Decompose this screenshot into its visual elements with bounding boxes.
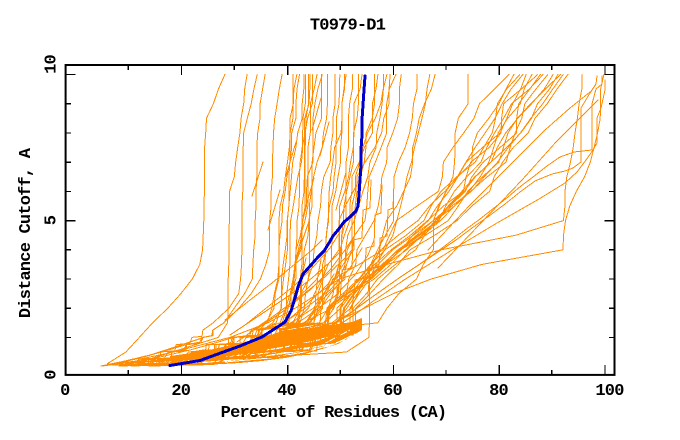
svg-text:20: 20 <box>171 382 190 401</box>
svg-text:0: 0 <box>60 382 70 401</box>
svg-text:0: 0 <box>42 370 61 380</box>
svg-text:5: 5 <box>42 215 61 225</box>
svg-text:10: 10 <box>42 55 61 74</box>
svg-text:Distance Cutoff, A: Distance Cutoff, A <box>17 147 36 318</box>
svg-text:Percent of Residues (CA): Percent of Residues (CA) <box>221 404 447 423</box>
svg-text:60: 60 <box>383 382 402 401</box>
svg-text:T0979-D1: T0979-D1 <box>310 17 386 36</box>
svg-text:100: 100 <box>595 382 624 401</box>
svg-text:80: 80 <box>489 382 508 401</box>
svg-text:40: 40 <box>277 382 296 401</box>
